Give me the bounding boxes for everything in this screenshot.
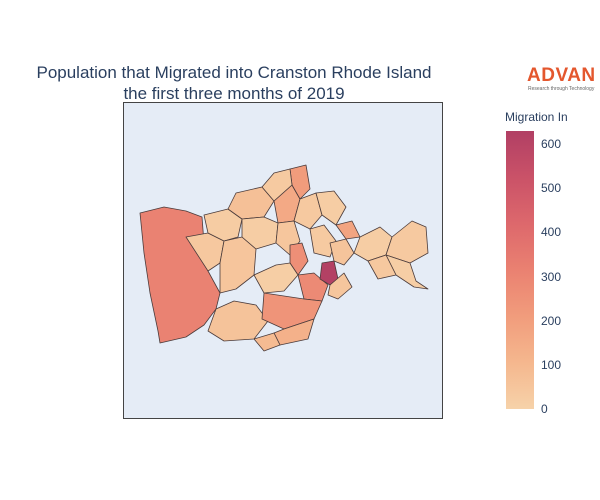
map-region-east-4[interactable] (315, 190, 347, 226)
colorbar-title: Migration In (505, 110, 568, 124)
colorbar (506, 131, 534, 409)
map-region-east-central-1[interactable] (297, 272, 329, 302)
map-region-mid-4[interactable] (293, 192, 323, 230)
map-plot-area[interactable] (123, 102, 443, 419)
map-region-east-3[interactable] (335, 220, 361, 240)
map-region-east-2[interactable] (329, 238, 355, 266)
colorbar-tick-label: 500 (541, 181, 562, 196)
colorbar-tick-label: 100 (541, 357, 562, 372)
map-region-north-4[interactable] (261, 168, 293, 202)
map-region-far-east-4[interactable] (367, 254, 397, 280)
colorbar-tick-label: 600 (541, 137, 562, 152)
colorbar-tick-label: 300 (541, 269, 562, 284)
logo-tagline: Research through Technology (528, 86, 595, 92)
colorbar-tick-label: 0 (541, 402, 548, 416)
advan-logo: ADVAN Research through Technology (527, 66, 597, 93)
logo-wordmark: ADVAN (527, 65, 596, 86)
choropleth-map[interactable] (124, 103, 442, 418)
colorbar-tick-label: 200 (541, 313, 562, 328)
colorbar-gradient (506, 131, 534, 409)
colorbar-tick-label: 400 (541, 225, 562, 240)
map-region-south-east-3[interactable] (327, 272, 353, 300)
map-region-mid-3[interactable] (289, 242, 309, 276)
chart-title-line-2: the first three months of 2019 (123, 84, 345, 103)
map-region-south-east-2[interactable] (253, 332, 281, 352)
map-region-south-central[interactable] (207, 300, 269, 342)
chart-title-line-1: Population that Migrated into Cranston R… (36, 63, 432, 82)
map-region-central-3[interactable] (219, 236, 257, 294)
map-region-east-central-3[interactable] (253, 262, 299, 294)
